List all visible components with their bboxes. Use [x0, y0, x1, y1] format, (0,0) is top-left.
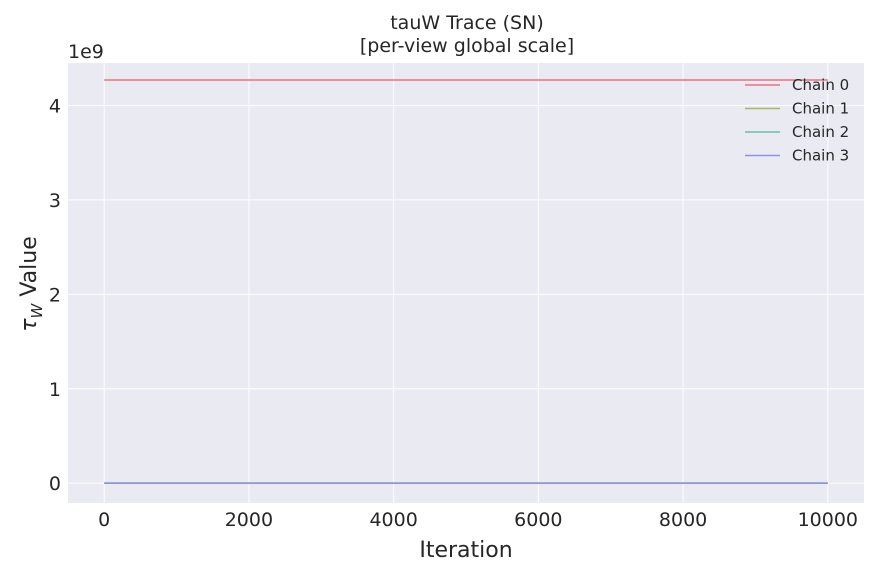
legend-label: Chain 2 — [792, 123, 849, 141]
y-tick-label: 2 — [49, 284, 61, 306]
x-tick-labels: 0 2000 4000 6000 8000 10000 — [98, 509, 858, 531]
y-multiplier-label: 1e9 — [68, 41, 104, 63]
y-tick-label: 1 — [49, 379, 61, 401]
x-tick-label: 10000 — [798, 509, 858, 531]
chart-subtitle: [per-view global scale] — [360, 35, 574, 57]
y-tick-labels: 0 1 2 3 4 — [49, 95, 61, 495]
x-tick-label: 6000 — [514, 509, 562, 531]
y-axis-label-suffix: Value — [17, 236, 42, 303]
legend: Chain 0 Chain 1 Chain 2 Chain 3 — [745, 76, 849, 165]
legend-label: Chain 0 — [792, 76, 849, 94]
y-axis-label-subscript: W — [28, 303, 46, 319]
y-axis-label-symbol: τ — [17, 318, 42, 332]
x-tick-label: 2000 — [225, 509, 273, 531]
y-tick-label: 3 — [49, 190, 61, 212]
y-tick-label: 4 — [49, 95, 61, 117]
y-axis-label: τW Value — [17, 236, 46, 332]
plot-area — [68, 63, 864, 503]
x-axis-label: Iteration — [419, 538, 512, 563]
legend-label: Chain 1 — [792, 100, 849, 118]
x-tick-label: 8000 — [659, 509, 707, 531]
series-lines — [104, 79, 828, 485]
y-tick-label: 0 — [49, 473, 61, 495]
x-tick-label: 0 — [98, 509, 110, 531]
x-tick-label: 4000 — [369, 509, 417, 531]
legend-label: Chain 3 — [792, 147, 849, 165]
chart-title: tauW Trace (SN) — [390, 12, 544, 34]
